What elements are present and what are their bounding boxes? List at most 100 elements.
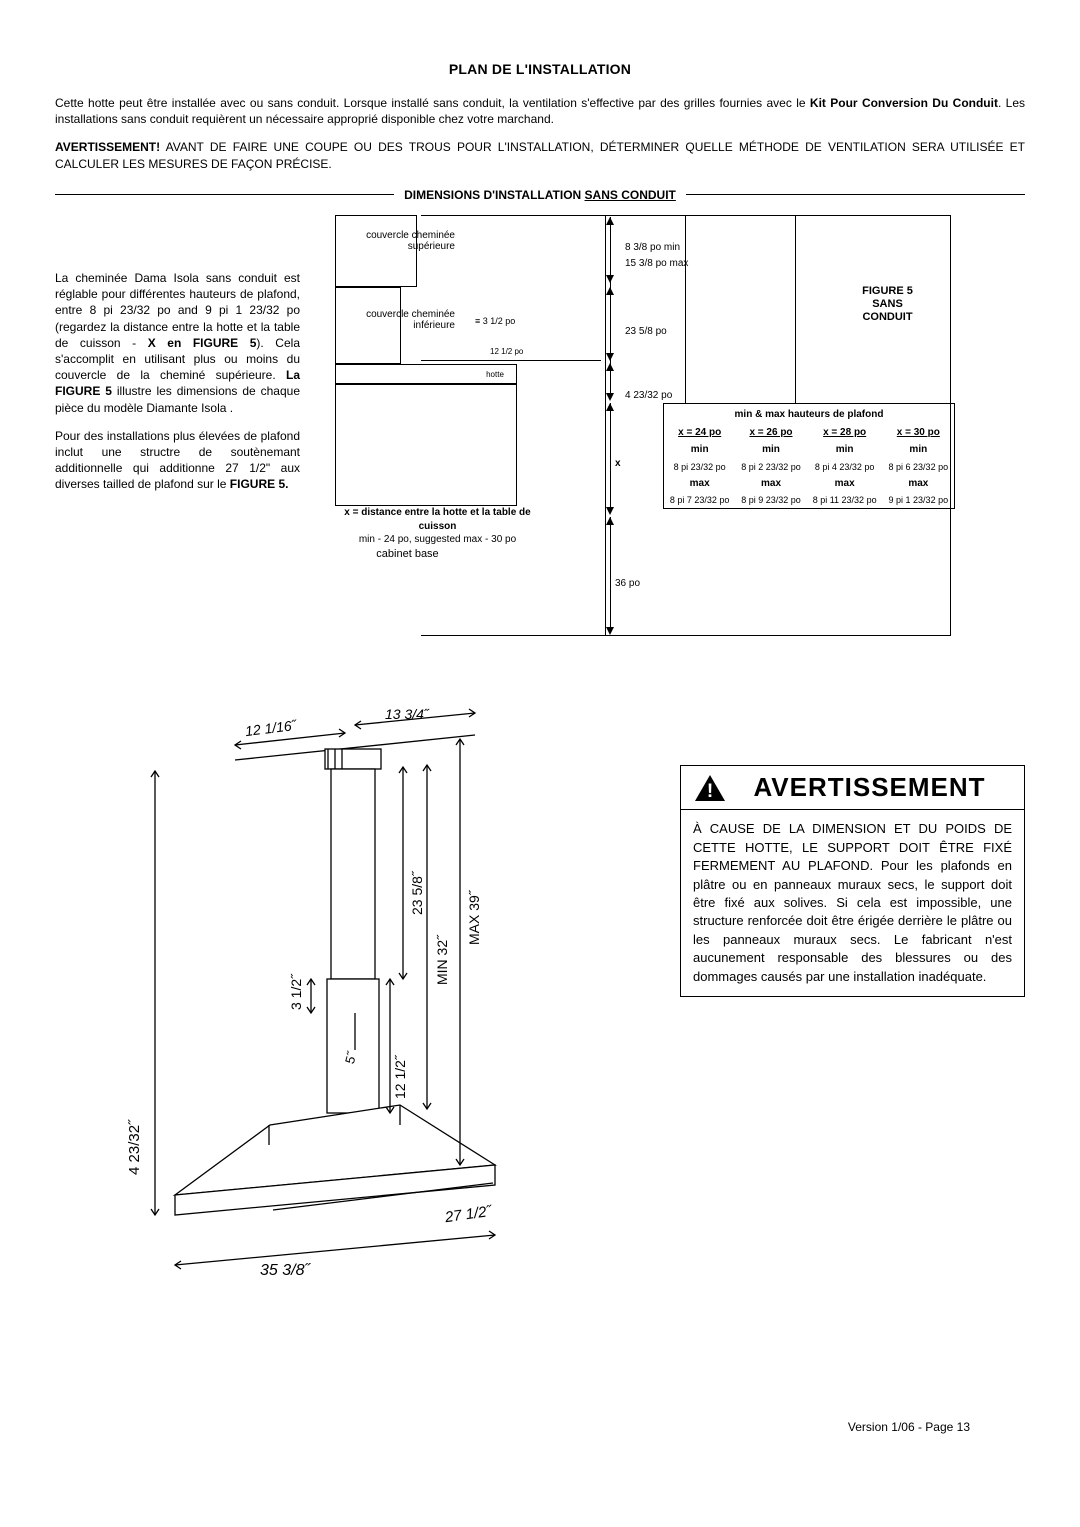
dim-23-5-8: 23 5/8 po [625, 325, 667, 339]
arrow-up-icon [606, 287, 614, 295]
cell: 8 pi 23/32 po [664, 459, 736, 475]
table-row: min min min min [664, 441, 955, 459]
col-header: x = 28 po [807, 424, 883, 442]
ceiling-line [421, 215, 951, 216]
paragraph: Pour des installations plus élevées de p… [55, 428, 300, 493]
table-row: max max max max [664, 475, 955, 493]
dim-vert [610, 517, 611, 633]
intro-paragraph: Cette hotte peut être installée avec ou … [55, 95, 1025, 127]
cell: 9 pi 1 23/32 po [883, 492, 955, 509]
left-description: La cheminée Dama Isola sans conduit est … [55, 270, 300, 504]
text-bold: FIGURE 5. [230, 477, 289, 491]
section-divider: DIMENSIONS D'INSTALLATION SANS CONDUIT [55, 187, 1025, 203]
dim-13-3-4: 13 3/4˝ [385, 705, 429, 724]
arrow-up-icon [606, 217, 614, 225]
cell: min [807, 441, 883, 459]
arrow-down-icon [606, 507, 614, 515]
dim-3-1-2: 3 1/2˝ [287, 974, 306, 1010]
hood-label: hotte [465, 370, 525, 379]
arrow-up-icon [606, 403, 614, 411]
text: min - 24 po, suggested max - 30 po [359, 534, 516, 545]
figure-5-area: La cheminée Dama Isola sans conduit est … [55, 215, 1025, 665]
cell: 8 pi 7 23/32 po [664, 492, 736, 509]
warning-line: AVERTISSEMENT! AVANT DE FAIRE UNE COUPE … [55, 139, 1025, 173]
cell: min [883, 441, 955, 459]
cell: 8 pi 4 23/32 po [807, 459, 883, 475]
upper-cover-label: couvercle cheminée supérieure [335, 231, 455, 252]
dim-12-1-2: 12 1/2˝ [391, 1055, 410, 1099]
dim-36: 36 po [615, 577, 640, 591]
text-bold: x = distance entre la hotte et la table … [344, 507, 530, 532]
cabinet-rect [335, 384, 517, 506]
dim-min-32: MIN 32˝ [433, 935, 452, 985]
dim-4-23-32: 4 23/32˝ [125, 1120, 145, 1175]
ceiling-height-table: min & max hauteurs de plafond x = 24 po … [663, 403, 955, 509]
text-bold: AVERTISSEMENT! [55, 140, 160, 154]
text-bold: X en FIGURE 5 [148, 336, 257, 350]
x-distance-label: x = distance entre la hotte et la table … [335, 506, 540, 547]
diagram-hood-dimensions: 13 3/4˝ 12 1/16˝ MAX 39˝ 23 5/8˝ MIN 32˝… [55, 705, 615, 1335]
cabinet-label: cabinet base [335, 547, 480, 562]
cell: max [807, 475, 883, 493]
arrow-down-icon [606, 275, 614, 283]
warning-body: À CAUSE DE LA DIMENSION ET DU POIDS DE C… [680, 810, 1025, 997]
col-header: x = 30 po [883, 424, 955, 442]
table-row: 8 pi 23/32 po 8 pi 2 23/32 po 8 pi 4 23/… [664, 459, 955, 475]
text-bold: Kit Pour Conversion Du Conduit [810, 96, 998, 110]
arrow-up-icon [606, 363, 614, 371]
cell: max [883, 475, 955, 493]
cell: 8 pi 9 23/32 po [735, 492, 806, 509]
table-title: min & max hauteurs de plafond [664, 404, 955, 424]
dim-vert [610, 217, 611, 399]
text-underline: SANS CONDUIT [585, 188, 676, 202]
paragraph: La cheminée Dama Isola sans conduit est … [55, 270, 300, 416]
dim-vsep [685, 215, 686, 403]
diagram-figure-5: couvercle cheminée supérieure couvercle … [335, 215, 955, 645]
warning-header: ! AVERTISSEMENT [680, 765, 1025, 810]
col-header: x = 24 po [664, 424, 736, 442]
dim-23-5-8: 23 5/8˝ [408, 871, 427, 915]
arrow-down-icon [606, 353, 614, 361]
page-title: PLAN DE L'INSTALLATION [55, 60, 1025, 79]
table-header-row: x = 24 po x = 26 po x = 28 po x = 30 po [664, 424, 955, 442]
divider-label: DIMENSIONS D'INSTALLATION SANS CONDUIT [394, 187, 686, 203]
cell: 8 pi 11 23/32 po [807, 492, 883, 509]
cell: min [664, 441, 736, 459]
dim-vert [610, 403, 611, 513]
intro-block: Cette hotte peut être installée avec ou … [55, 95, 1025, 127]
dim-8-3-8: 8 3/8 po min [625, 241, 680, 255]
table-row: 8 pi 7 23/32 po 8 pi 9 23/32 po 8 pi 11 … [664, 492, 955, 509]
divider-line [421, 360, 601, 361]
cell: max [735, 475, 806, 493]
arrow-up-icon [606, 517, 614, 525]
cell: min [735, 441, 806, 459]
col-header: x = 26 po [735, 424, 806, 442]
warning-box: ! AVERTISSEMENT À CAUSE DE LA DIMENSION … [680, 765, 1025, 997]
cell: 8 pi 6 23/32 po [883, 459, 955, 475]
cell: max [664, 475, 736, 493]
text: DIMENSIONS D'INSTALLATION [404, 188, 584, 202]
arrow-down-icon [606, 393, 614, 401]
warning-title: AVERTISSEMENT [727, 770, 1012, 805]
text: Cette hotte peut être installée avec ou … [55, 96, 810, 110]
page: PLAN DE L'INSTALLATION Cette hotte peut … [55, 60, 1025, 1465]
dim-35-3-8: 35 3/8˝ [260, 1260, 310, 1282]
warning-triangle-icon: ! [693, 773, 727, 803]
lower-section: 13 3/4˝ 12 1/16˝ MAX 39˝ 23 5/8˝ MIN 32˝… [55, 705, 1025, 1345]
svg-text:!: ! [707, 781, 713, 802]
dim-4-23-32: 4 23/32 po [625, 389, 672, 403]
floor-line [421, 635, 951, 636]
arrow-down-icon [606, 627, 614, 635]
dim-x: x [615, 457, 621, 471]
lower-cover-label: couvercle cheminée inférieure [335, 310, 455, 331]
hood-svg [55, 705, 615, 1335]
divider-line [686, 194, 1025, 195]
inset-dim-12-1-2: 12 1/2 po [490, 347, 523, 358]
cell: 8 pi 2 23/32 po [735, 459, 806, 475]
dim-max-39: MAX 39˝ [465, 891, 484, 945]
text: AVANT DE FAIRE UNE COUPE OU DES TROUS PO… [55, 140, 1025, 171]
page-footer: Version 1/06 - Page 13 [848, 1419, 970, 1435]
divider-line [55, 194, 394, 195]
dim-15-3-8: 15 3/8 po max [625, 257, 688, 271]
inset-dim-3-1-2: ≡ 3 1/2 po [475, 315, 515, 327]
